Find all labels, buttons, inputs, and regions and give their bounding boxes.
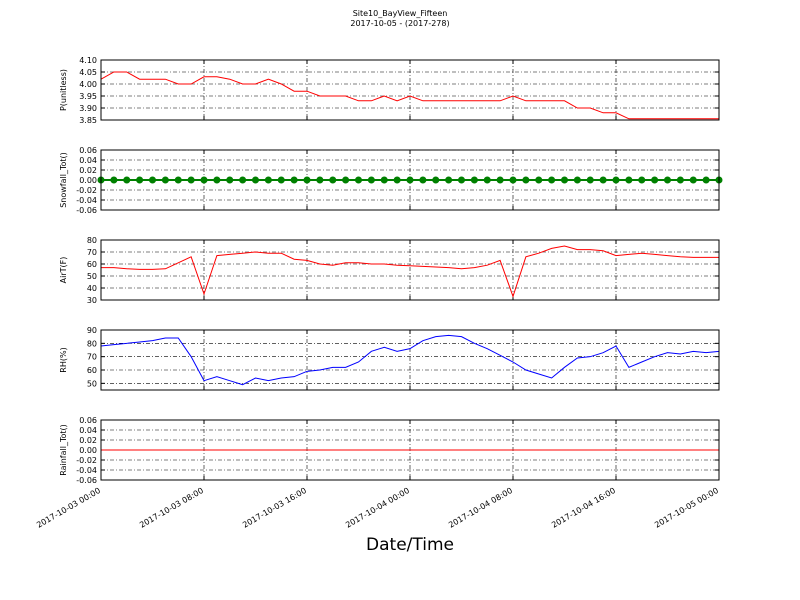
y-tick-label: 4.05 — [79, 68, 97, 77]
y-tick-label: 4.10 — [79, 56, 97, 65]
y-tick-label: 80 — [87, 339, 97, 348]
y-tick-label: 70 — [87, 353, 97, 362]
y-tick-label: 0.02 — [79, 436, 97, 445]
y-tick-label: 60 — [87, 260, 97, 269]
data-line — [101, 245, 719, 298]
x-axis-label: Date/Time — [366, 535, 454, 555]
y-tick-label: -0.06 — [76, 476, 97, 485]
y-tick-label: 0.00 — [79, 446, 97, 455]
y-tick-label: 0.04 — [79, 156, 97, 165]
x-tick-label: 2017-10-04 16:00 — [550, 486, 617, 530]
x-tick-label: 2017-10-05 00:00 — [653, 486, 720, 530]
x-tick-label: 2017-10-03 16:00 — [241, 486, 308, 530]
y-tick-label: 3.95 — [79, 92, 97, 101]
chart-title: Site10_BayView_Fifteen — [353, 9, 448, 18]
y-tick-label: 0.06 — [79, 146, 97, 155]
plot-frame — [100, 59, 720, 121]
x-tick-label: 2017-10-04 08:00 — [447, 486, 514, 530]
y-axis-label: Rainfall_Tot() — [59, 424, 68, 476]
y-tick-label: 0.06 — [79, 416, 97, 425]
y-tick-label: -0.02 — [76, 456, 97, 465]
y-tick-label: 0.04 — [79, 426, 97, 435]
x-tick-label: 2017-10-03 00:00 — [35, 486, 102, 530]
y-tick-label: -0.04 — [76, 196, 97, 205]
y-tick-label: 50 — [87, 379, 97, 388]
data-line — [100, 334, 720, 386]
y-tick-label: 3.85 — [79, 116, 97, 125]
y-tick-label: 0.02 — [79, 166, 97, 175]
y-tick-label: -0.02 — [76, 186, 97, 195]
y-tick-label: 3.90 — [79, 104, 97, 113]
y-tick-label: 80 — [87, 236, 97, 245]
plot-frame — [100, 329, 720, 391]
y-axis-label: Snowfall_Tot() — [59, 152, 68, 208]
plot-frame — [100, 419, 720, 481]
y-tick-label: 70 — [87, 248, 97, 257]
data-line — [100, 71, 719, 120]
chart-subtitle: 2017-10-05 - (2017-278) — [350, 19, 449, 28]
y-tick-label: 30 — [87, 296, 97, 305]
y-axis-label: P(unitless) — [59, 69, 68, 111]
plot-frame — [100, 239, 720, 301]
y-tick-label: 60 — [87, 366, 97, 375]
y-tick-label: -0.04 — [76, 466, 97, 475]
y-tick-label: 0.00 — [79, 176, 97, 185]
x-tick-label: 2017-10-03 08:00 — [138, 486, 205, 530]
y-tick-label: -0.06 — [76, 206, 97, 215]
y-axis-label: AirT(F) — [59, 257, 68, 284]
y-tick-label: 40 — [87, 284, 97, 293]
y-tick-label: 50 — [87, 272, 97, 281]
y-tick-label: 90 — [87, 326, 97, 335]
y-axis-label: RH(%) — [59, 347, 68, 372]
plot-frame — [100, 149, 720, 211]
y-tick-label: 4.00 — [79, 80, 97, 89]
x-tick-label: 2017-10-04 00:00 — [344, 486, 411, 530]
